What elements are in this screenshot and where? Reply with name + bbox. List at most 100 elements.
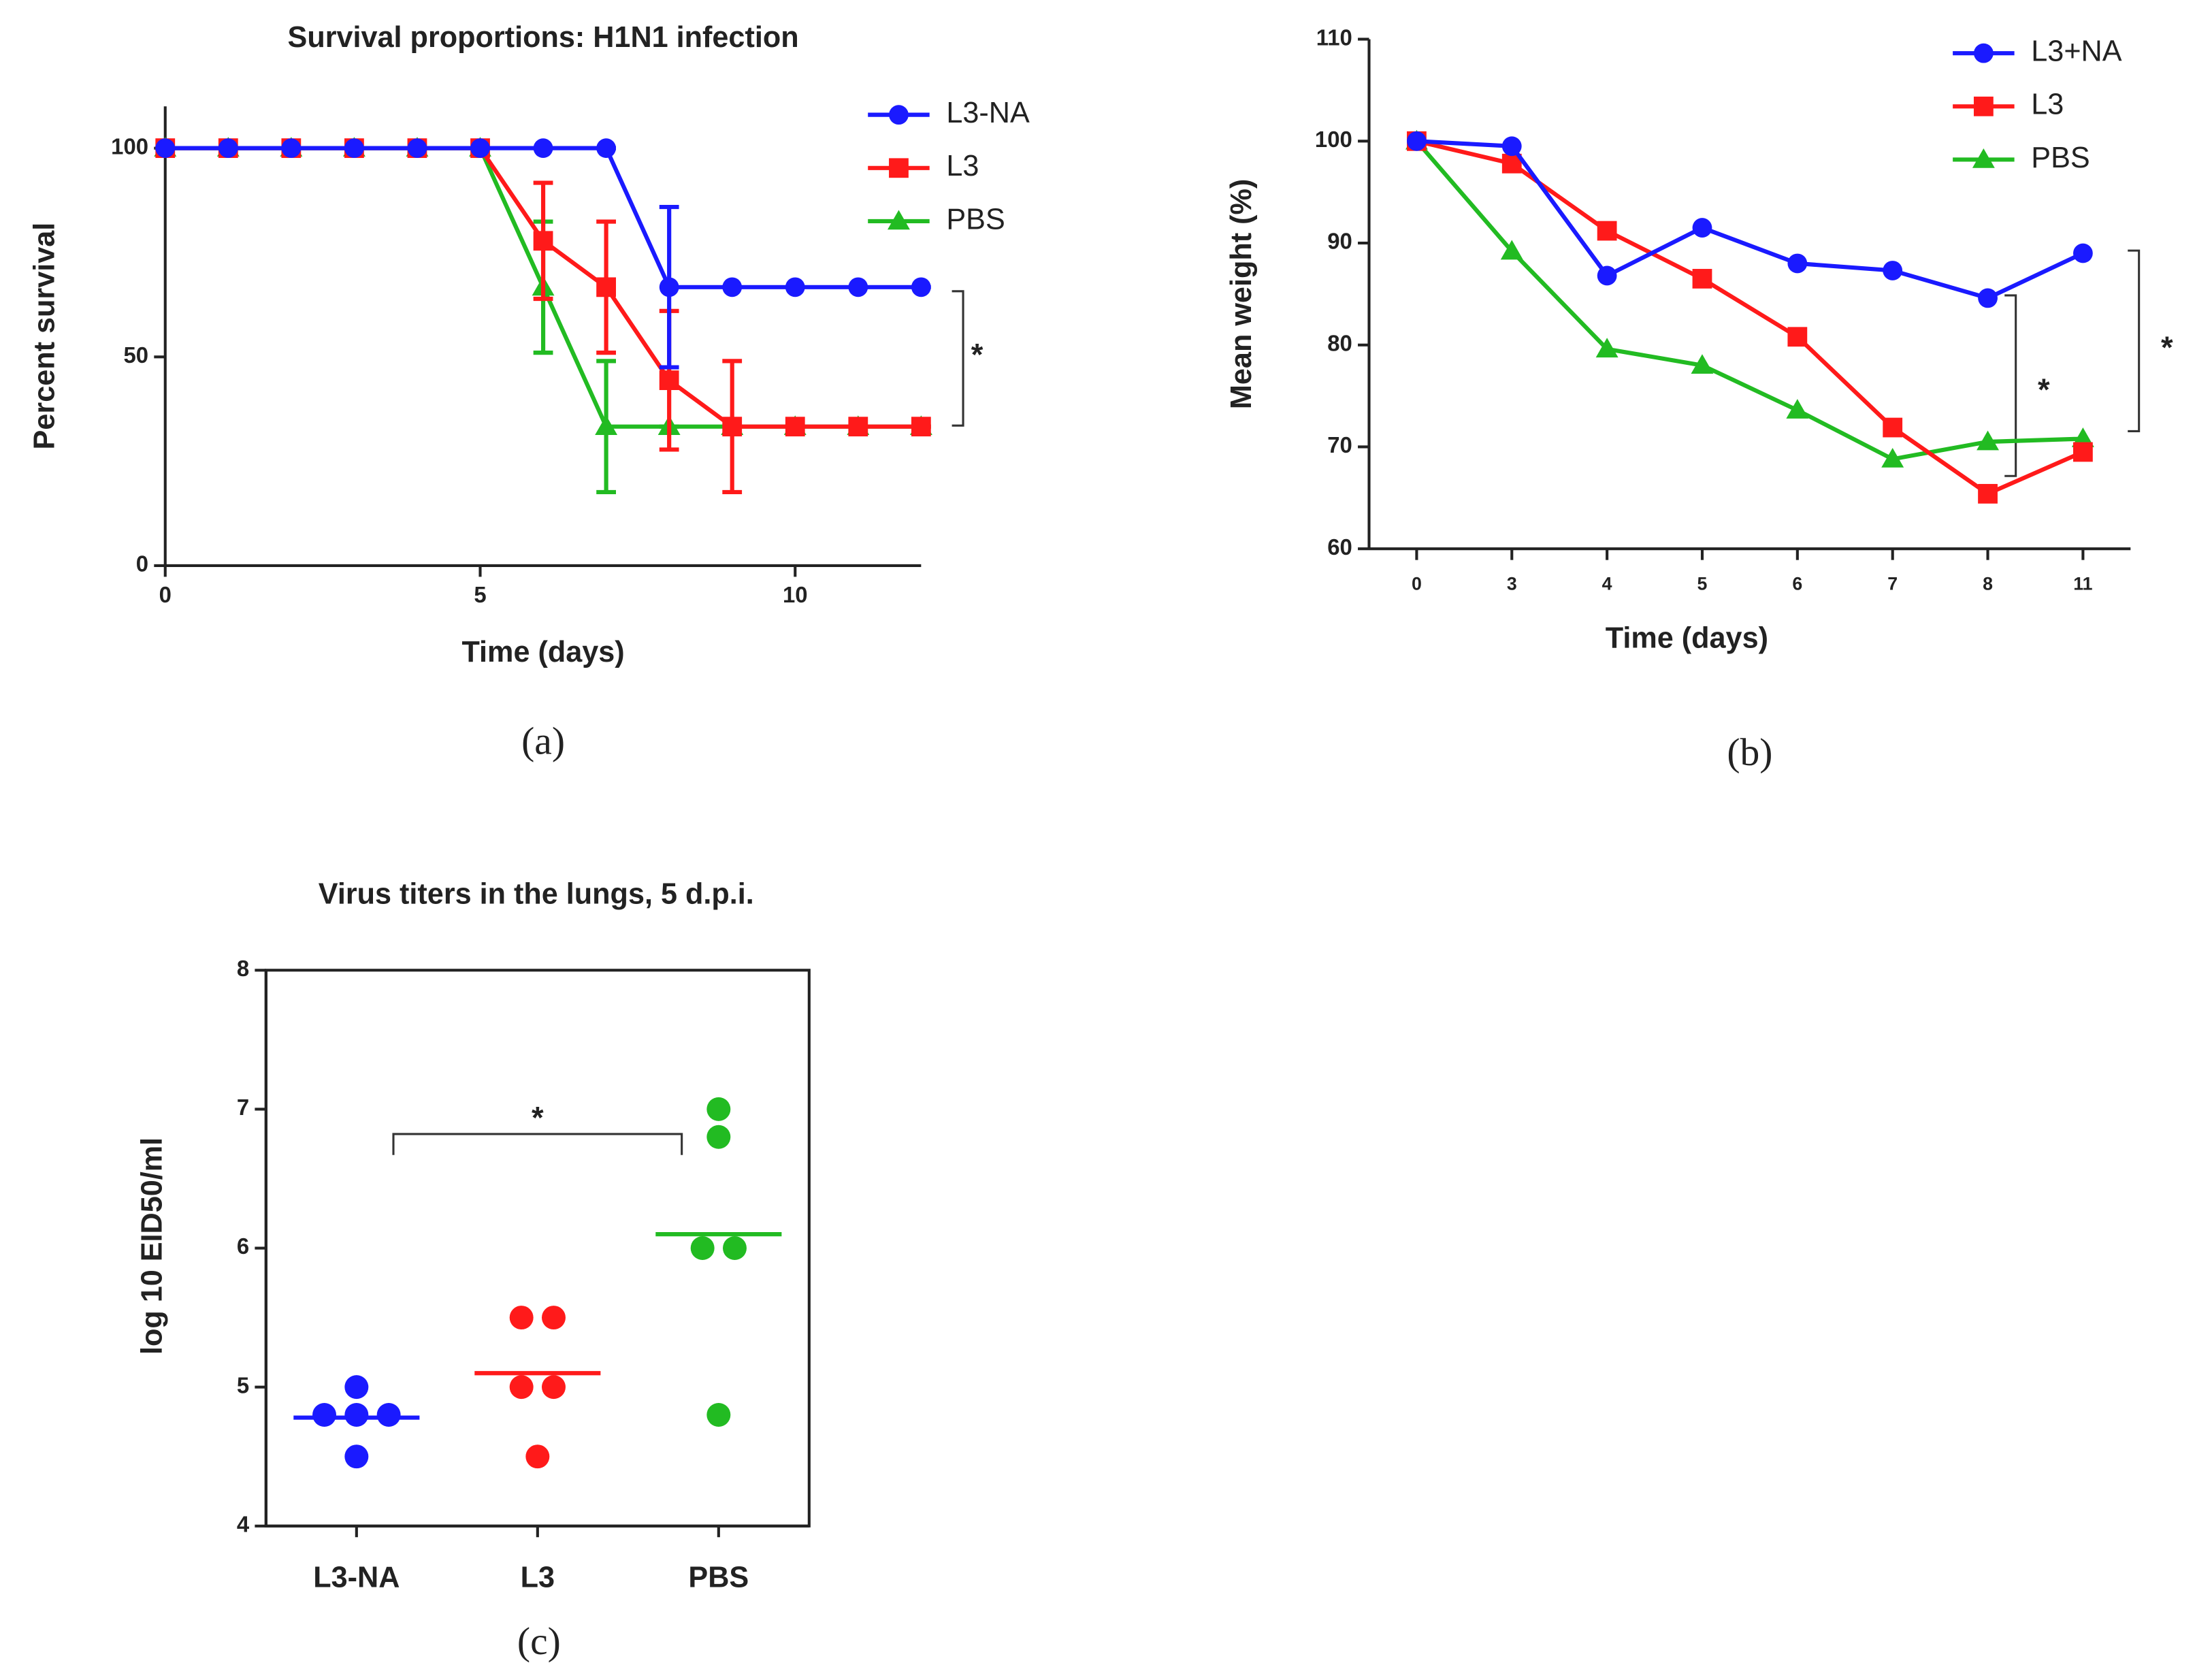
marker	[785, 277, 805, 297]
x-tick-label: L3	[521, 1561, 555, 1594]
data-point	[722, 1236, 747, 1260]
data-point	[376, 1402, 401, 1427]
marker	[1883, 417, 1903, 438]
x-tick-label: 5	[474, 582, 486, 607]
x-tick-label: 6	[1792, 574, 1802, 594]
marker	[155, 138, 176, 159]
data-point	[344, 1444, 369, 1469]
legend-marker	[1972, 148, 1995, 168]
data-point	[542, 1375, 566, 1400]
panel-label: (a)	[521, 720, 565, 762]
marker	[595, 415, 618, 436]
bracket	[2004, 294, 2017, 477]
marker	[2072, 243, 2093, 263]
x-tick-label: 5	[1697, 574, 1708, 594]
data-point	[509, 1306, 534, 1330]
y-tick-label: 110	[1316, 25, 1352, 50]
marker	[1597, 265, 1617, 286]
marker	[1407, 131, 1427, 151]
legend-label: L3+NA	[2031, 35, 2121, 68]
legend-label: L3	[2031, 88, 2064, 121]
data-point	[706, 1125, 731, 1149]
marker	[1692, 269, 1712, 289]
marker	[1692, 218, 1712, 238]
legend-marker	[889, 158, 909, 178]
marker	[1978, 288, 1998, 308]
annotation: *	[2038, 372, 2050, 407]
legend-marker	[888, 210, 910, 230]
y-tick-label: 8	[237, 956, 249, 981]
legend-label: L3-NA	[946, 97, 1030, 129]
chart-title: Virus titers in the lungs, 5 d.p.i.	[319, 878, 754, 911]
data-point	[312, 1402, 337, 1427]
data-point	[344, 1375, 369, 1400]
panel-label: (b)	[1727, 731, 1772, 774]
marker	[533, 231, 553, 251]
marker	[1595, 338, 1619, 358]
data-point	[344, 1402, 369, 1427]
series-line	[1416, 139, 2084, 496]
panel-label: (c)	[517, 1620, 561, 1663]
x-tick-label: 0	[1412, 574, 1422, 594]
x-axis-label: Time (days)	[461, 636, 624, 668]
data-point	[525, 1444, 550, 1469]
x-axis-label: Time (days)	[1606, 621, 1768, 654]
x-tick-label: PBS	[688, 1561, 749, 1594]
y-tick-label: 7	[237, 1095, 249, 1120]
x-tick-label: 3	[1507, 574, 1517, 594]
marker	[596, 138, 617, 159]
marker	[722, 417, 743, 437]
series-line	[1415, 140, 2083, 462]
marker	[470, 138, 490, 159]
data-point	[706, 1097, 731, 1121]
annotation: *	[532, 1100, 544, 1135]
y-axis-label: log 10 EID50/ml	[136, 1137, 169, 1355]
marker	[596, 277, 617, 297]
x-tick-label: 8	[1983, 574, 1993, 594]
y-tick-label: 4	[237, 1511, 250, 1536]
marker	[848, 417, 868, 437]
marker	[848, 277, 868, 297]
y-tick-label: 0	[136, 551, 148, 577]
y-tick-label: 100	[1315, 127, 1352, 152]
marker	[1786, 399, 1809, 419]
legend-marker	[1973, 96, 1994, 116]
marker	[1787, 253, 1808, 274]
x-tick-label: 0	[159, 582, 172, 607]
x-tick-label: 10	[783, 582, 808, 607]
data-point	[542, 1306, 566, 1330]
series-line	[1416, 139, 2084, 301]
marker	[659, 370, 679, 391]
legend-label: PBS	[2031, 142, 2090, 174]
y-axis-label: Mean weight (%)	[1225, 179, 1258, 409]
x-tick-label: 4	[1602, 574, 1612, 594]
y-tick-label: 80	[1327, 330, 1352, 355]
marker	[1787, 327, 1808, 347]
marker	[281, 138, 302, 159]
y-tick-label: 6	[237, 1233, 249, 1259]
marker	[785, 417, 805, 437]
y-tick-label: 70	[1327, 432, 1352, 457]
marker	[218, 138, 238, 159]
bracket	[392, 1133, 683, 1155]
data-point	[706, 1402, 731, 1427]
chart-title: Survival proportions: H1N1 infection	[288, 21, 799, 54]
marker	[533, 138, 553, 159]
legend-marker	[889, 105, 909, 125]
x-tick-label: L3-NA	[313, 1561, 400, 1594]
y-tick-label: 60	[1327, 534, 1352, 560]
marker	[1500, 240, 1523, 260]
marker	[407, 138, 427, 159]
marker	[722, 277, 743, 297]
x-tick-label: 7	[1887, 574, 1898, 594]
data-point	[509, 1375, 534, 1400]
y-tick-label: 50	[123, 342, 148, 368]
data-point	[690, 1236, 715, 1260]
legend-label: L3	[946, 150, 979, 182]
marker	[1883, 261, 1903, 280]
y-axis-label: Percent survival	[28, 223, 61, 450]
marker	[659, 277, 679, 297]
bracket	[952, 290, 964, 427]
marker	[1977, 430, 1999, 451]
